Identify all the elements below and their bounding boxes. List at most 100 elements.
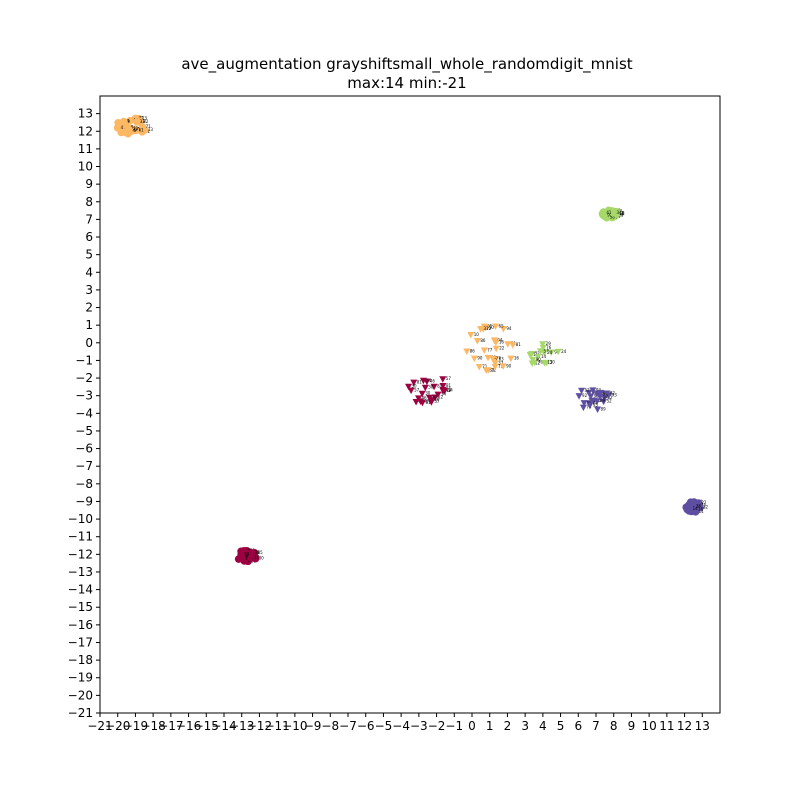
data-point <box>529 356 537 364</box>
point-label: 81 <box>516 342 522 347</box>
data-point <box>405 383 413 391</box>
x-tick-label: −4 <box>392 719 410 733</box>
x-tick-label: 6 <box>574 719 582 733</box>
point-label: 82 <box>607 395 613 400</box>
point-label: 30 <box>425 391 431 396</box>
x-tick-label: 3 <box>521 719 529 733</box>
x-tick-label: −20 <box>105 719 130 733</box>
data-point <box>499 325 507 333</box>
point-label: 39 <box>618 213 624 218</box>
x-tick-label: −7 <box>339 719 357 733</box>
data-point <box>509 342 517 349</box>
x-tick-label: 5 <box>557 719 565 733</box>
x-tick-label: 9 <box>628 719 636 733</box>
data-point <box>492 323 500 331</box>
x-tick-label: 1 <box>486 719 494 733</box>
x-tick-label: 2 <box>504 719 512 733</box>
data-point <box>415 395 423 402</box>
x-tick-label: −14 <box>211 719 236 733</box>
point-label: 37 <box>498 360 504 365</box>
data-point <box>685 505 694 513</box>
point-label: 81 <box>437 384 443 389</box>
data-point <box>484 367 492 374</box>
x-tick-label: 0 <box>468 719 476 733</box>
point-label: 83 <box>499 356 505 361</box>
data-point <box>526 352 534 359</box>
x-tick-label: 8 <box>610 719 618 733</box>
point-label: 74 <box>592 400 598 405</box>
point-label: 12 <box>548 360 554 365</box>
data-point <box>593 398 601 405</box>
point-label: 41 <box>606 210 612 215</box>
data-point <box>477 326 485 333</box>
x-tick-label: 13 <box>695 719 710 733</box>
data-point <box>410 379 418 387</box>
plot-points: 8261471382633971518261471382633971518261… <box>113 114 709 566</box>
x-tick-label: −19 <box>123 719 148 733</box>
x-tick-label: 11 <box>659 719 674 733</box>
point-label: 89 <box>600 398 606 403</box>
data-point <box>489 355 497 363</box>
x-tick-label: −9 <box>304 719 322 733</box>
point-label: 90 <box>536 357 542 362</box>
point-label: 77 <box>487 348 493 353</box>
point-label: 58 <box>610 215 616 220</box>
x-tick-label: 7 <box>592 719 600 733</box>
point-label: 46 <box>430 379 436 384</box>
data-point <box>132 118 141 126</box>
point-label: 36 <box>696 503 702 508</box>
point-label: 31 <box>244 551 250 556</box>
data-point <box>504 341 512 348</box>
data-point <box>492 339 500 347</box>
point-label: 82 <box>610 391 616 396</box>
point-label: 41 <box>619 211 625 216</box>
data-point <box>113 123 122 132</box>
y-tick-label: −15 <box>68 600 93 614</box>
data-point <box>575 393 583 400</box>
y-tick-label: −13 <box>68 565 93 579</box>
data-point <box>586 402 594 410</box>
y-tick-label: −20 <box>68 688 93 702</box>
point-label: 57 <box>544 348 550 353</box>
point-label: 22 <box>491 367 497 372</box>
data-point <box>539 344 547 352</box>
point-label: 22 <box>701 504 707 509</box>
point-label: 24 <box>561 349 567 354</box>
x-tick-label: −18 <box>140 719 165 733</box>
data-point <box>467 331 475 339</box>
data-point <box>578 387 586 395</box>
point-label: 31 <box>255 550 261 555</box>
point-label: 90 <box>477 356 483 361</box>
point-label: 33 <box>132 127 138 132</box>
x-tick-label: −12 <box>247 719 272 733</box>
data-point <box>434 391 442 399</box>
data-point <box>541 360 549 367</box>
point-label: 65 <box>499 324 505 329</box>
data-point <box>597 389 605 397</box>
point-label: 10 <box>474 332 480 337</box>
x-tick-label: −1 <box>445 719 463 733</box>
y-tick-label: 4 <box>85 265 93 279</box>
point-label: 7 <box>620 209 623 214</box>
y-tick-label: 1 <box>85 318 93 332</box>
y-tick-label: 5 <box>85 248 93 262</box>
data-point <box>537 348 545 355</box>
point-label: 12 <box>446 388 452 393</box>
point-label: 34 <box>617 210 623 215</box>
point-label: 57 <box>535 351 541 356</box>
point-label: 86 <box>470 349 476 354</box>
y-tick-label: −4 <box>75 406 93 420</box>
x-tick-label: −10 <box>282 719 307 733</box>
point-label: 9 <box>127 119 130 124</box>
point-label: 85 <box>258 550 264 555</box>
point-label: 14 <box>699 509 705 514</box>
point-label: 12 <box>446 387 452 392</box>
point-label: 76 <box>538 360 544 365</box>
point-label: 30 <box>428 385 434 390</box>
data-point <box>430 383 438 391</box>
point-label: 93 <box>593 403 599 408</box>
data-point <box>539 341 547 348</box>
point-label: 24 <box>547 350 553 355</box>
data-point <box>470 355 478 363</box>
